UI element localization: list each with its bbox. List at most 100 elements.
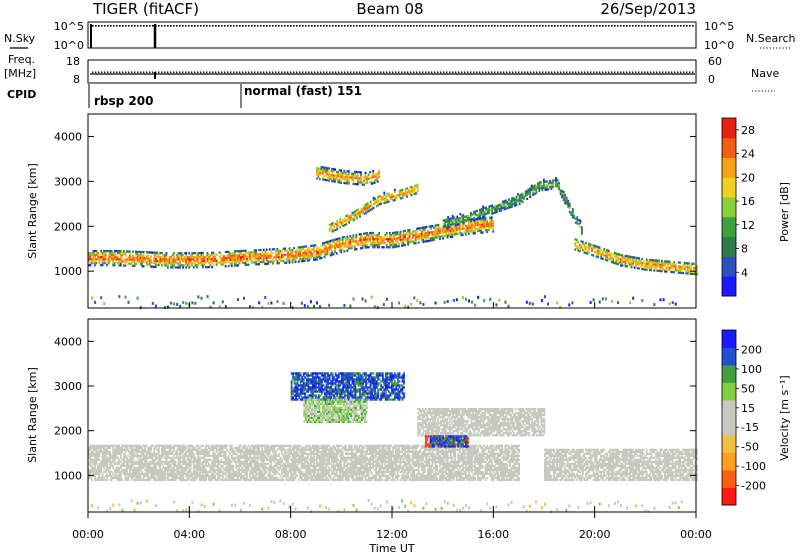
- velocity-cell: [284, 444, 286, 447]
- power-cell: [635, 264, 637, 268]
- velocity-cell: [189, 474, 192, 478]
- nsearch-point: [422, 25, 424, 27]
- velocity-cell: [205, 464, 207, 468]
- velocity-cell: [275, 470, 277, 474]
- power-cell: [693, 262, 695, 265]
- power-cell: [316, 177, 318, 180]
- power-cell: [167, 305, 169, 309]
- power-cell: [103, 253, 105, 257]
- power-cell: [428, 231, 431, 234]
- power-cell: [244, 249, 247, 252]
- power-cell: [682, 271, 685, 275]
- velocity-cell: [104, 474, 107, 478]
- power-cell: [582, 240, 584, 244]
- power-cell: [410, 185, 413, 189]
- power-cell: [576, 216, 579, 219]
- power-cell: [454, 220, 457, 223]
- velocity-cell: [180, 466, 183, 470]
- velocity-cell: [224, 446, 227, 449]
- velocity-cell: [215, 472, 218, 476]
- velocity-cell: [262, 462, 265, 465]
- velocity-cell: [115, 474, 118, 478]
- velocity-cell: [255, 452, 257, 455]
- power-cell: [369, 231, 371, 235]
- power-cell: [447, 226, 449, 229]
- power-cell: [205, 255, 207, 259]
- velocity-cell: [161, 450, 163, 453]
- velocity-cell: [200, 466, 203, 470]
- velocity-cell: [107, 444, 110, 447]
- power-cell: [367, 240, 370, 243]
- velocity-cell: [221, 466, 224, 470]
- velocity-cell: [179, 462, 181, 465]
- velocity-cell: [127, 476, 130, 480]
- velocity-cell: [150, 468, 153, 472]
- velocity-cell: [275, 478, 277, 482]
- velocity-cell: [227, 472, 230, 476]
- power-cell: [186, 262, 189, 265]
- velocity-cell: [121, 450, 124, 453]
- velocity-cell: [194, 474, 197, 478]
- power-cell: [470, 213, 472, 217]
- power-cell: [627, 261, 630, 264]
- nave-point: [296, 71, 298, 73]
- velocity-cell: [132, 446, 134, 449]
- power-cell: [107, 262, 110, 265]
- velocity-cell: [142, 452, 145, 455]
- power-cell: [154, 257, 157, 260]
- velocity-cell: [224, 450, 227, 453]
- velocity-cell: [244, 452, 247, 455]
- power-cell: [352, 182, 355, 185]
- velocity-cell: [194, 478, 197, 482]
- velocity-cell: [103, 446, 105, 449]
- velocity-cell: [100, 444, 102, 447]
- power-cell: [313, 244, 315, 247]
- power-cell: [639, 265, 642, 268]
- power-cell: [361, 234, 364, 238]
- power-cell: [168, 262, 171, 265]
- power-cell: [460, 216, 463, 219]
- velocity-cell: [264, 456, 267, 459]
- velocity-cell: [183, 472, 186, 476]
- power-cell: [282, 259, 285, 262]
- power-cell: [455, 298, 458, 302]
- power-cell: [351, 213, 354, 217]
- power-cell: [243, 296, 245, 300]
- power-cell: [306, 255, 309, 258]
- velocity-cell: [101, 446, 104, 449]
- velocity-cell: [191, 474, 194, 478]
- power-cell: [589, 301, 592, 304]
- power-cell: [422, 226, 425, 229]
- power-cell: [346, 176, 349, 179]
- velocity-cell: [247, 464, 250, 468]
- nave-point: [599, 71, 601, 73]
- power-cell: [340, 244, 343, 248]
- power-cell: [299, 250, 302, 253]
- velocity-cell: [98, 464, 101, 468]
- power-cell: [261, 305, 264, 309]
- power-cell: [337, 175, 340, 178]
- velocity-cell: [200, 468, 203, 472]
- velocity-cell: [279, 462, 282, 465]
- power-cell: [456, 215, 459, 218]
- velocity-cell: [220, 454, 222, 457]
- nave-point: [110, 71, 112, 73]
- velocity-cell: [164, 444, 166, 447]
- velocity-cell: [135, 446, 137, 449]
- velocity-cell: [157, 470, 160, 474]
- velocity-cell: [202, 468, 204, 472]
- power-cell: [320, 250, 323, 253]
- power-cell: [226, 258, 229, 262]
- velocity-cell: [287, 472, 289, 476]
- velocity-cell: [115, 468, 118, 472]
- power-cell: [317, 255, 320, 258]
- power-cell: [363, 244, 365, 247]
- power-cell: [357, 214, 360, 217]
- power-cell: [659, 267, 662, 271]
- power-cell: [546, 180, 548, 183]
- power-cell: [364, 238, 367, 241]
- power-cell: [285, 261, 288, 264]
- nsearch-point: [98, 25, 100, 27]
- power-cell: [346, 174, 349, 177]
- velocity-cell: [208, 444, 210, 447]
